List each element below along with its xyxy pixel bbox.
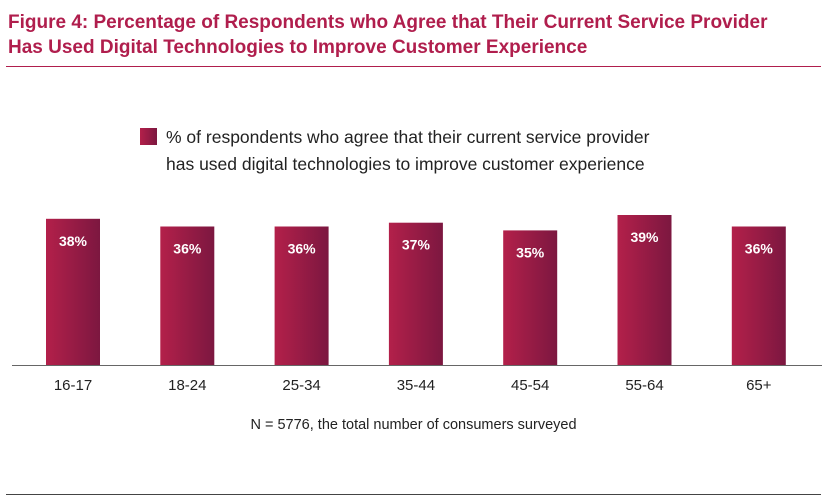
bar-65+ — [731, 226, 786, 365]
bar-55-64 — [617, 215, 672, 365]
legend-label: % of respondents who agree that their cu… — [166, 124, 649, 178]
figure-title: Figure 4: Percentage of Respondents who … — [8, 10, 820, 60]
sample-size-note: N = 5776, the total number of consumers … — [250, 417, 577, 433]
bottom-divider — [6, 494, 821, 495]
x-tick-label-55-64: 55-64 — [625, 377, 663, 394]
legend-label-line-1: % of respondents who agree that their cu… — [166, 127, 650, 147]
legend-label-line-2: has used digital technologies to improve… — [166, 154, 645, 174]
bar-45-54 — [503, 230, 558, 365]
legend-swatch — [140, 128, 157, 145]
bar-25-34 — [274, 226, 329, 365]
bar-16-17 — [46, 218, 100, 365]
x-tick-label-25-34: 25-34 — [282, 377, 320, 394]
data-label-55-64: 39% — [630, 229, 659, 245]
x-tick-label-18-24: 18-24 — [168, 377, 206, 394]
x-tick-label-45-54: 45-54 — [511, 377, 549, 394]
data-label-25-34: 36% — [288, 241, 317, 257]
data-label-16-17: 38% — [59, 233, 88, 249]
x-tick-label-65+: 65+ — [746, 377, 772, 394]
data-label-65+: 36% — [745, 241, 774, 257]
figure-title-line-1: Figure 4: Percentage of Respondents who … — [8, 12, 768, 33]
x-tick-label-35-44: 35-44 — [397, 377, 435, 394]
x-tick-label-16-17: 16-17 — [54, 377, 92, 394]
data-label-18-24: 36% — [173, 241, 202, 257]
data-label-45-54: 35% — [516, 244, 545, 260]
data-label-35-44: 37% — [402, 237, 431, 253]
bar-18-24 — [160, 226, 215, 365]
figure-title-line-2: Has Used Digital Technologies to Improve… — [8, 37, 588, 58]
title-divider — [6, 66, 821, 67]
bar-35-44 — [388, 222, 443, 365]
